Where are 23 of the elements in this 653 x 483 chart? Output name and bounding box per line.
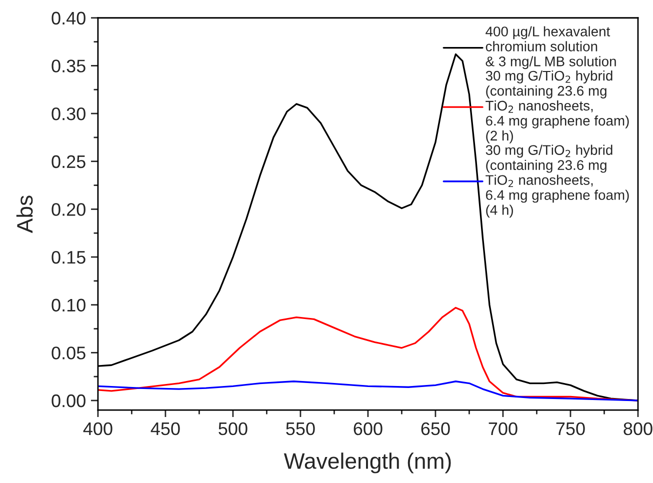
x-axis-title: Wavelength (nm) [284,452,451,474]
x-tick-label: 650 [421,422,450,436]
y-tick-label: 0.10 [52,298,86,312]
x-tick-label: 700 [488,422,518,436]
y-tick-label: 0.00 [52,394,86,408]
text: 30 mg G/TiO$_{2}$ hybrid (containing 23.6 mg TiO$_{2}$ nanosheets, 6.4 mg graphene foam) (2 h) [486,70,629,144]
y-tick-label: 0.20 [52,203,86,216]
x-tick-label: 600 [354,422,382,436]
x-tick-label: 500 [218,422,248,436]
x-tick-label: 550 [286,422,315,436]
x-tick-label: 750 [556,422,585,436]
line-series [98,380,638,402]
x-tick-label: 800 [624,422,652,436]
y-axis-title: Abs [16,196,33,234]
text: 30 mg G/TiO$_{2}$ hybrid (containing 23.6 mg TiO$_{2}$ nanosheets, 6.4 mg graphene foam) (4 h) [486,144,629,218]
y-tick-label: 0.30 [52,107,86,120]
y-tick-label: 0.35 [52,60,86,72]
y-tick-label: 0.15 [52,250,86,264]
x-tick-label: 400 [83,422,112,436]
x-tick-label: 450 [150,422,180,436]
y-tick-label: 0.40 [52,12,86,25]
y-tick-label: 0.05 [52,346,86,360]
y-tick-label: 0.25 [52,155,86,168]
